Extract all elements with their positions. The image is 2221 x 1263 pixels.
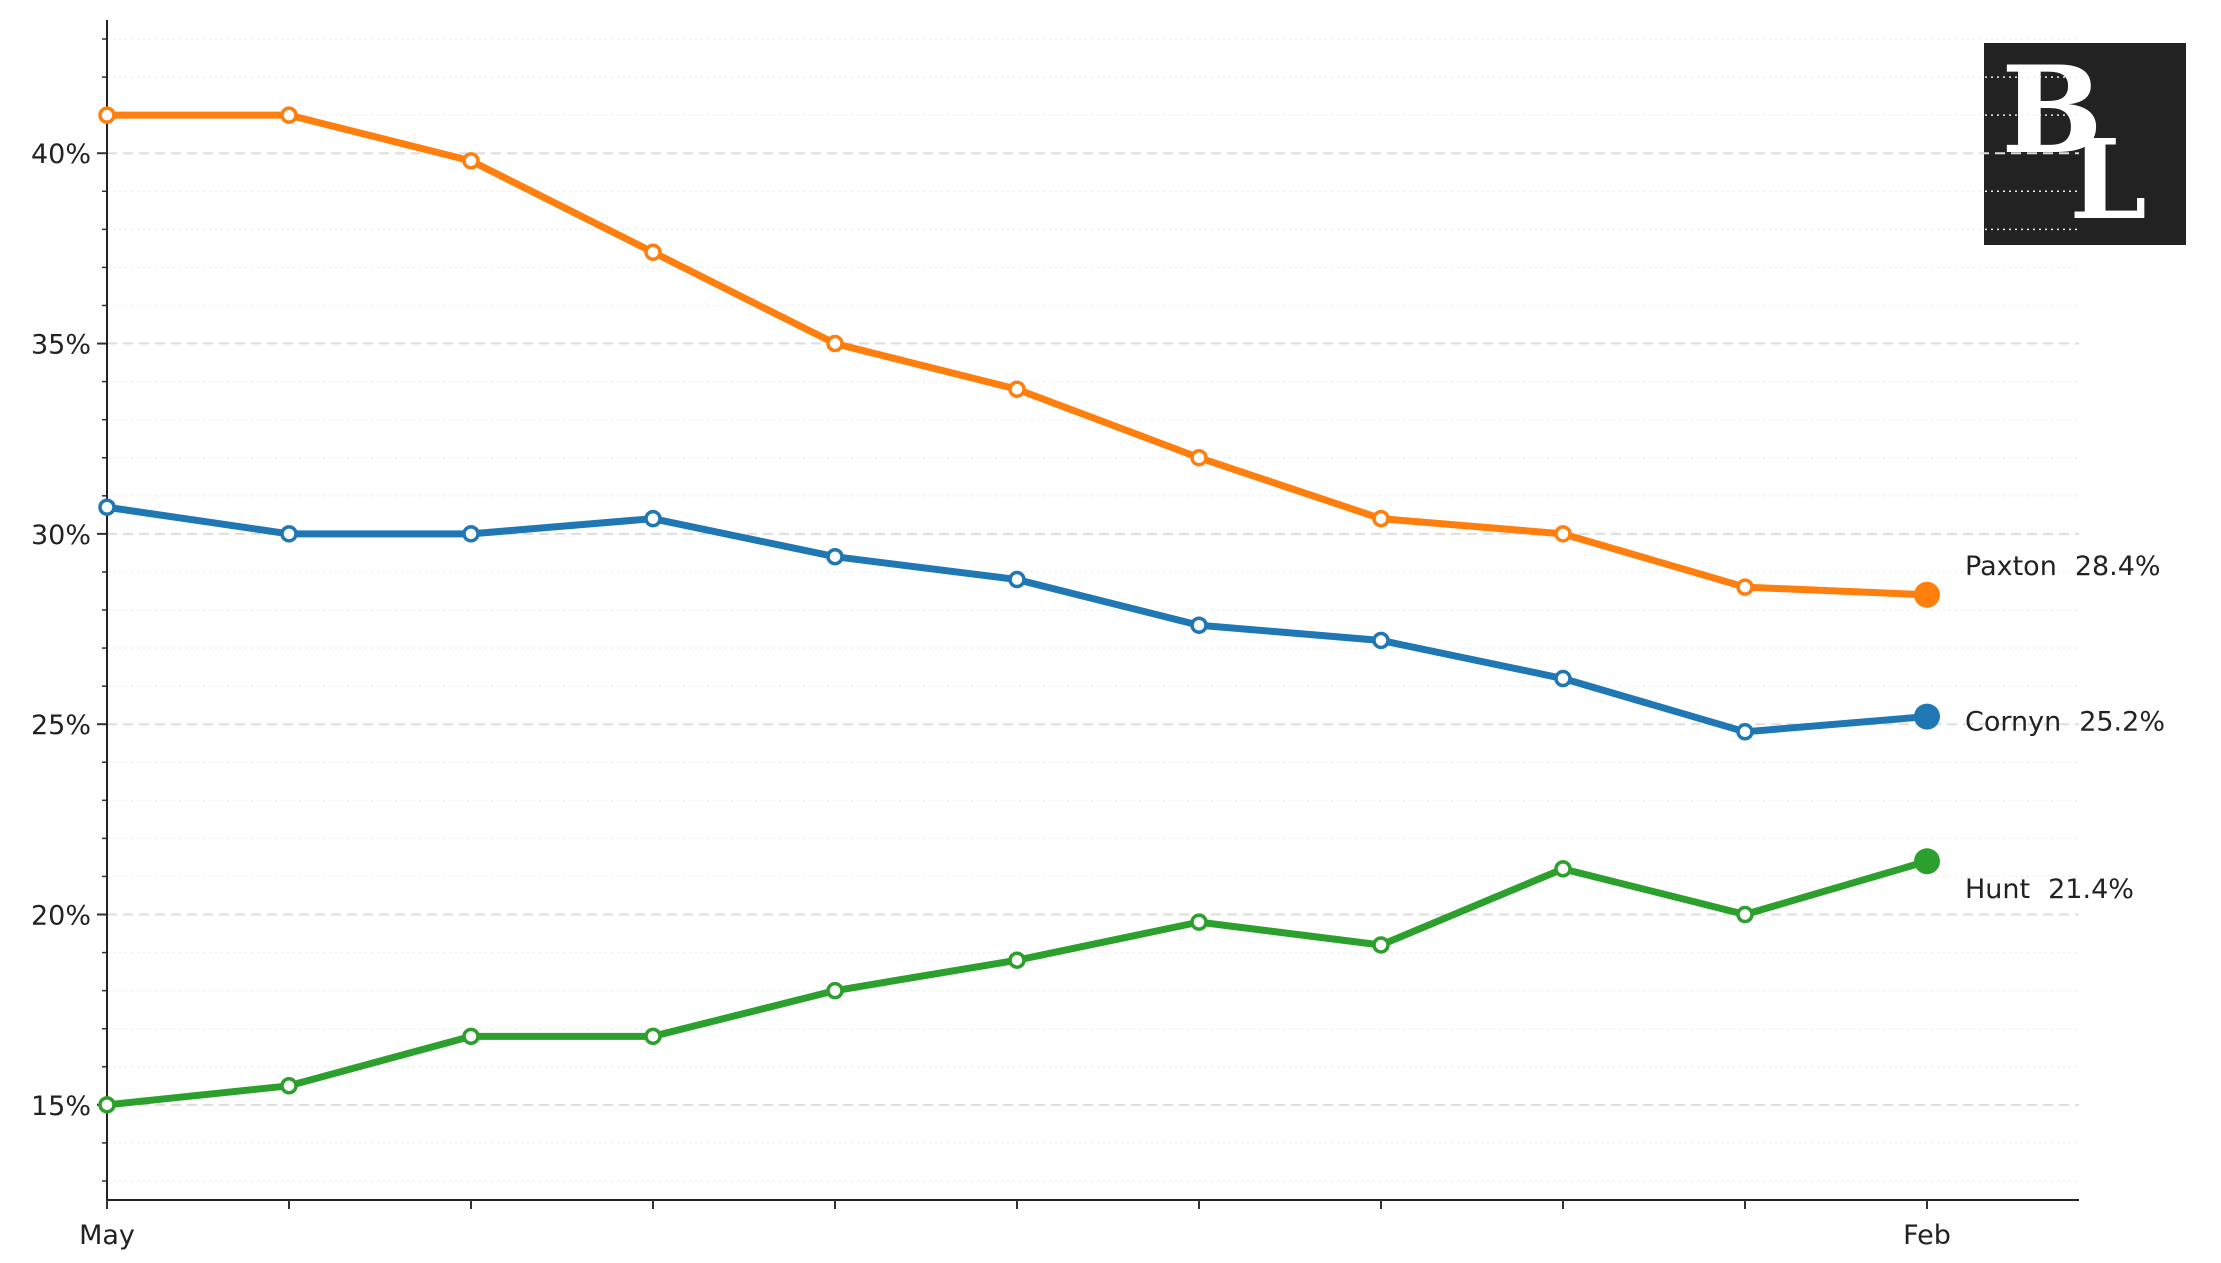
x-tick-label: May <box>79 1220 135 1251</box>
point <box>1008 951 1026 969</box>
series-label: Cornyn <box>1965 707 2061 738</box>
point <box>1736 723 1754 741</box>
point <box>826 981 844 1000</box>
point <box>280 1077 298 1095</box>
point <box>1372 631 1390 650</box>
y-tick-label: 15% <box>31 1091 91 1122</box>
series-label: Paxton <box>1965 551 2057 582</box>
point <box>1190 913 1208 931</box>
point <box>1736 905 1754 924</box>
y-tick-label: 30% <box>31 520 91 551</box>
point <box>1190 448 1208 467</box>
point <box>644 509 662 528</box>
value-label: 28.4% <box>2075 551 2161 582</box>
point <box>826 547 844 566</box>
value-label: 25.2% <box>2079 707 2165 738</box>
point <box>1736 578 1754 596</box>
point <box>1554 669 1572 688</box>
point <box>1914 703 1940 730</box>
point <box>1008 570 1026 589</box>
point <box>1008 380 1026 398</box>
point <box>98 106 116 124</box>
point <box>1914 848 1940 875</box>
logo-l: L <box>2069 115 2146 244</box>
y-tick-label: 40% <box>31 139 91 170</box>
point <box>644 243 662 261</box>
series-line <box>107 111 1928 599</box>
point <box>280 106 298 124</box>
point <box>462 525 480 543</box>
point <box>1372 509 1390 528</box>
value-label: 21.4% <box>2048 874 2134 905</box>
series-line <box>106 857 1928 1109</box>
y-tick-label: 35% <box>31 330 91 361</box>
x-tick-label: Feb <box>1903 1220 1951 1251</box>
point <box>462 1027 480 1046</box>
point <box>462 152 480 170</box>
series-line <box>106 503 1928 736</box>
point <box>1190 616 1208 634</box>
y-tick-label: 25% <box>31 710 91 741</box>
logo-box <box>1984 43 2186 245</box>
point <box>826 334 844 353</box>
point <box>1554 860 1572 878</box>
y-tick-label: 20% <box>31 901 91 932</box>
logo-b: B <box>2001 40 2102 181</box>
point <box>280 525 298 543</box>
point <box>1914 581 1940 608</box>
point <box>644 1027 662 1046</box>
point <box>98 498 116 516</box>
point <box>98 1096 116 1114</box>
series-label: Hunt <box>1965 874 2030 905</box>
point <box>1372 936 1390 954</box>
point <box>1554 525 1572 543</box>
